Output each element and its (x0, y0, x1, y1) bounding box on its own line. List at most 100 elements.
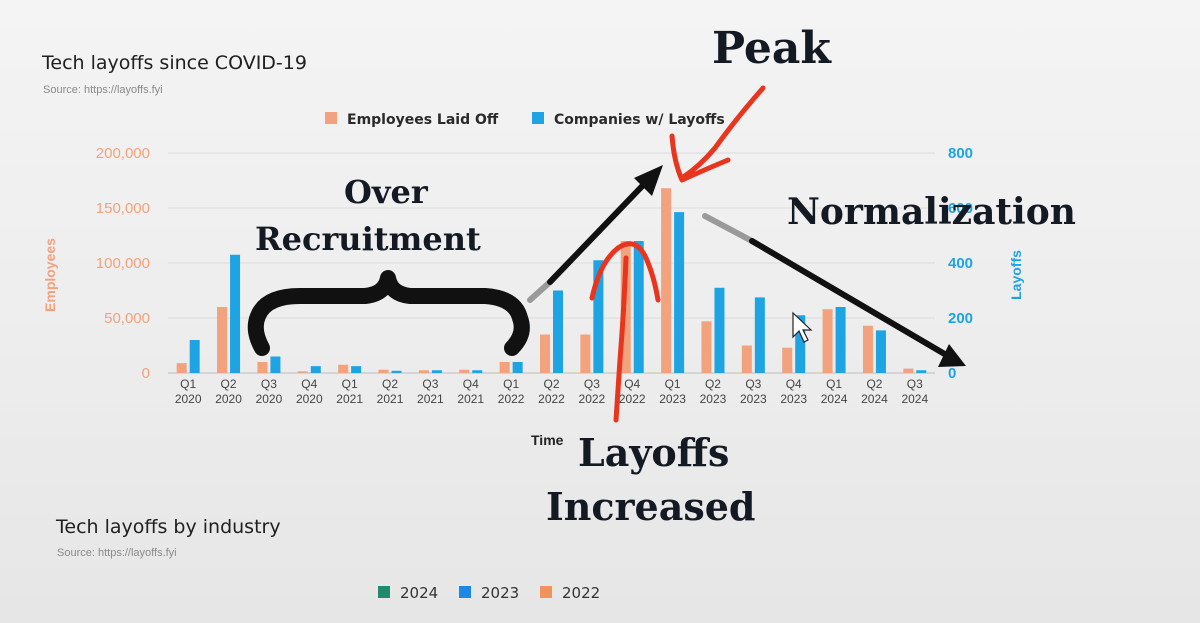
rise-arrow-tail (527, 279, 553, 303)
bar-employees (540, 334, 550, 373)
bar-employees (176, 363, 187, 373)
bar-employees (459, 369, 470, 373)
bar-employees (580, 334, 591, 373)
x-tick-quarter: Q3 (422, 377, 438, 391)
y-axis-left-label: Employees (42, 238, 58, 312)
bar-companies (512, 362, 523, 373)
peak-marker-stroke (679, 85, 766, 181)
second-chart-title: Tech layoffs by industry (55, 516, 281, 538)
bars (176, 188, 927, 373)
y-tick-right: 200 (948, 310, 973, 327)
legend-swatch-2024 (378, 586, 390, 598)
bar-companies (835, 307, 846, 373)
y-tick-right: 0 (948, 365, 956, 382)
x-tick-year: 2020 (256, 392, 283, 406)
rise-arrow-line (547, 175, 653, 285)
x-tick-quarter: Q2 (866, 377, 882, 391)
y-tick-left: 200,000 (96, 145, 150, 162)
bar-companies (795, 315, 806, 373)
annotation-over: Over (344, 173, 429, 211)
rise-arrow-head (634, 165, 663, 196)
second-chart-source: Source: https://layoffs.fyi (57, 547, 177, 559)
bar-companies (270, 356, 281, 373)
bar-employees (418, 370, 429, 373)
rise-marker-line (613, 255, 629, 423)
x-tick-year: 2020 (175, 392, 202, 406)
bar-companies (310, 366, 321, 373)
x-tick-quarter: Q3 (584, 377, 600, 391)
chart-source: Source: https://layoffs.fyi (43, 84, 163, 96)
bar-employees (257, 362, 268, 373)
y-tick-right: 400 (948, 255, 973, 272)
bar-employees (378, 369, 389, 373)
mouse-cursor-icon (792, 311, 813, 343)
x-tick-year: 2024 (821, 392, 848, 406)
rise-marker-curve (589, 241, 661, 303)
x-tick-quarter: Q1 (826, 377, 842, 391)
x-axis-label: Time (531, 432, 564, 448)
bar-employees (741, 345, 752, 373)
chart-legend: Employees Laid Off Companies w/ Layoffs (325, 112, 725, 128)
x-tick-year: 2020 (215, 392, 242, 406)
bar-companies (916, 370, 927, 373)
legend-swatch-employees (325, 112, 337, 124)
x-tick-year: 2023 (700, 392, 727, 406)
y-tick-right: 600 (948, 200, 973, 217)
legend-label-employees: Employees Laid Off (347, 112, 499, 128)
fall-arrow-line (749, 238, 951, 359)
annotation-peak: Peak (712, 23, 832, 74)
x-tick-year: 2023 (740, 392, 767, 406)
bar-employees (499, 362, 510, 373)
bar-companies (633, 241, 644, 373)
x-tick-quarter: Q4 (301, 377, 317, 391)
x-tick-year: 2023 (780, 392, 807, 406)
gridlines (168, 152, 935, 374)
hand-annotations: Peak Over Recruitment Normalization Layo… (247, 23, 1076, 529)
x-tick-quarter: Q4 (624, 377, 640, 391)
annotation-normalization: Normalization (787, 191, 1076, 233)
legend-label-companies: Companies w/ Layoffs (554, 112, 725, 128)
x-tick-quarter: Q4 (463, 377, 479, 391)
x-tick-year: 2022 (498, 392, 525, 406)
y-tick-left: 150,000 (96, 200, 150, 217)
x-tick-quarter: Q3 (907, 377, 923, 391)
bar-employees (338, 364, 349, 373)
x-tick-year: 2024 (901, 392, 928, 406)
x-tick-quarter: Q1 (342, 377, 358, 391)
annotation-increased: Increased (546, 484, 756, 529)
y-axis-left-ticks: 0 50,000 100,000 150,000 200,000 (96, 145, 150, 382)
x-tick-quarter: Q2 (382, 377, 398, 391)
brace-shape (247, 270, 530, 356)
bar-companies (674, 212, 685, 373)
bar-employees (701, 321, 712, 373)
bar-companies (189, 340, 200, 373)
bar-companies (875, 330, 886, 373)
bar-employees (297, 371, 308, 373)
x-tick-year: 2023 (659, 392, 686, 406)
x-tick-year: 2024 (861, 392, 888, 406)
x-tick-year: 2021 (336, 392, 363, 406)
y-tick-left: 0 (142, 365, 150, 382)
x-tick-quarter: Q2 (705, 377, 721, 391)
bar-companies (593, 260, 604, 373)
x-tick-year: 2022 (579, 392, 606, 406)
fall-arrow-tail (702, 213, 755, 244)
x-tick-year: 2021 (457, 392, 484, 406)
bar-employees (903, 368, 914, 373)
y-axis-right-ticks: 0 200 400 600 800 (948, 145, 973, 382)
x-tick-year: 2022 (619, 392, 646, 406)
legend-label-2023: 2023 (481, 584, 519, 602)
legend-swatch-companies (532, 112, 544, 124)
x-tick-year: 2022 (538, 392, 565, 406)
legend-swatch-2023 (459, 586, 471, 598)
second-chart-legend: 2024 2023 2022 (378, 584, 600, 602)
legend-label-2022: 2022 (562, 584, 600, 602)
y-tick-right: 800 (948, 145, 973, 162)
bar-companies (431, 370, 442, 373)
annotation-layoffs: Layoffs (578, 430, 729, 475)
bar-employees (782, 347, 793, 373)
bar-companies (714, 287, 725, 373)
x-tick-quarter: Q2 (543, 377, 559, 391)
bar-companies (351, 366, 362, 373)
